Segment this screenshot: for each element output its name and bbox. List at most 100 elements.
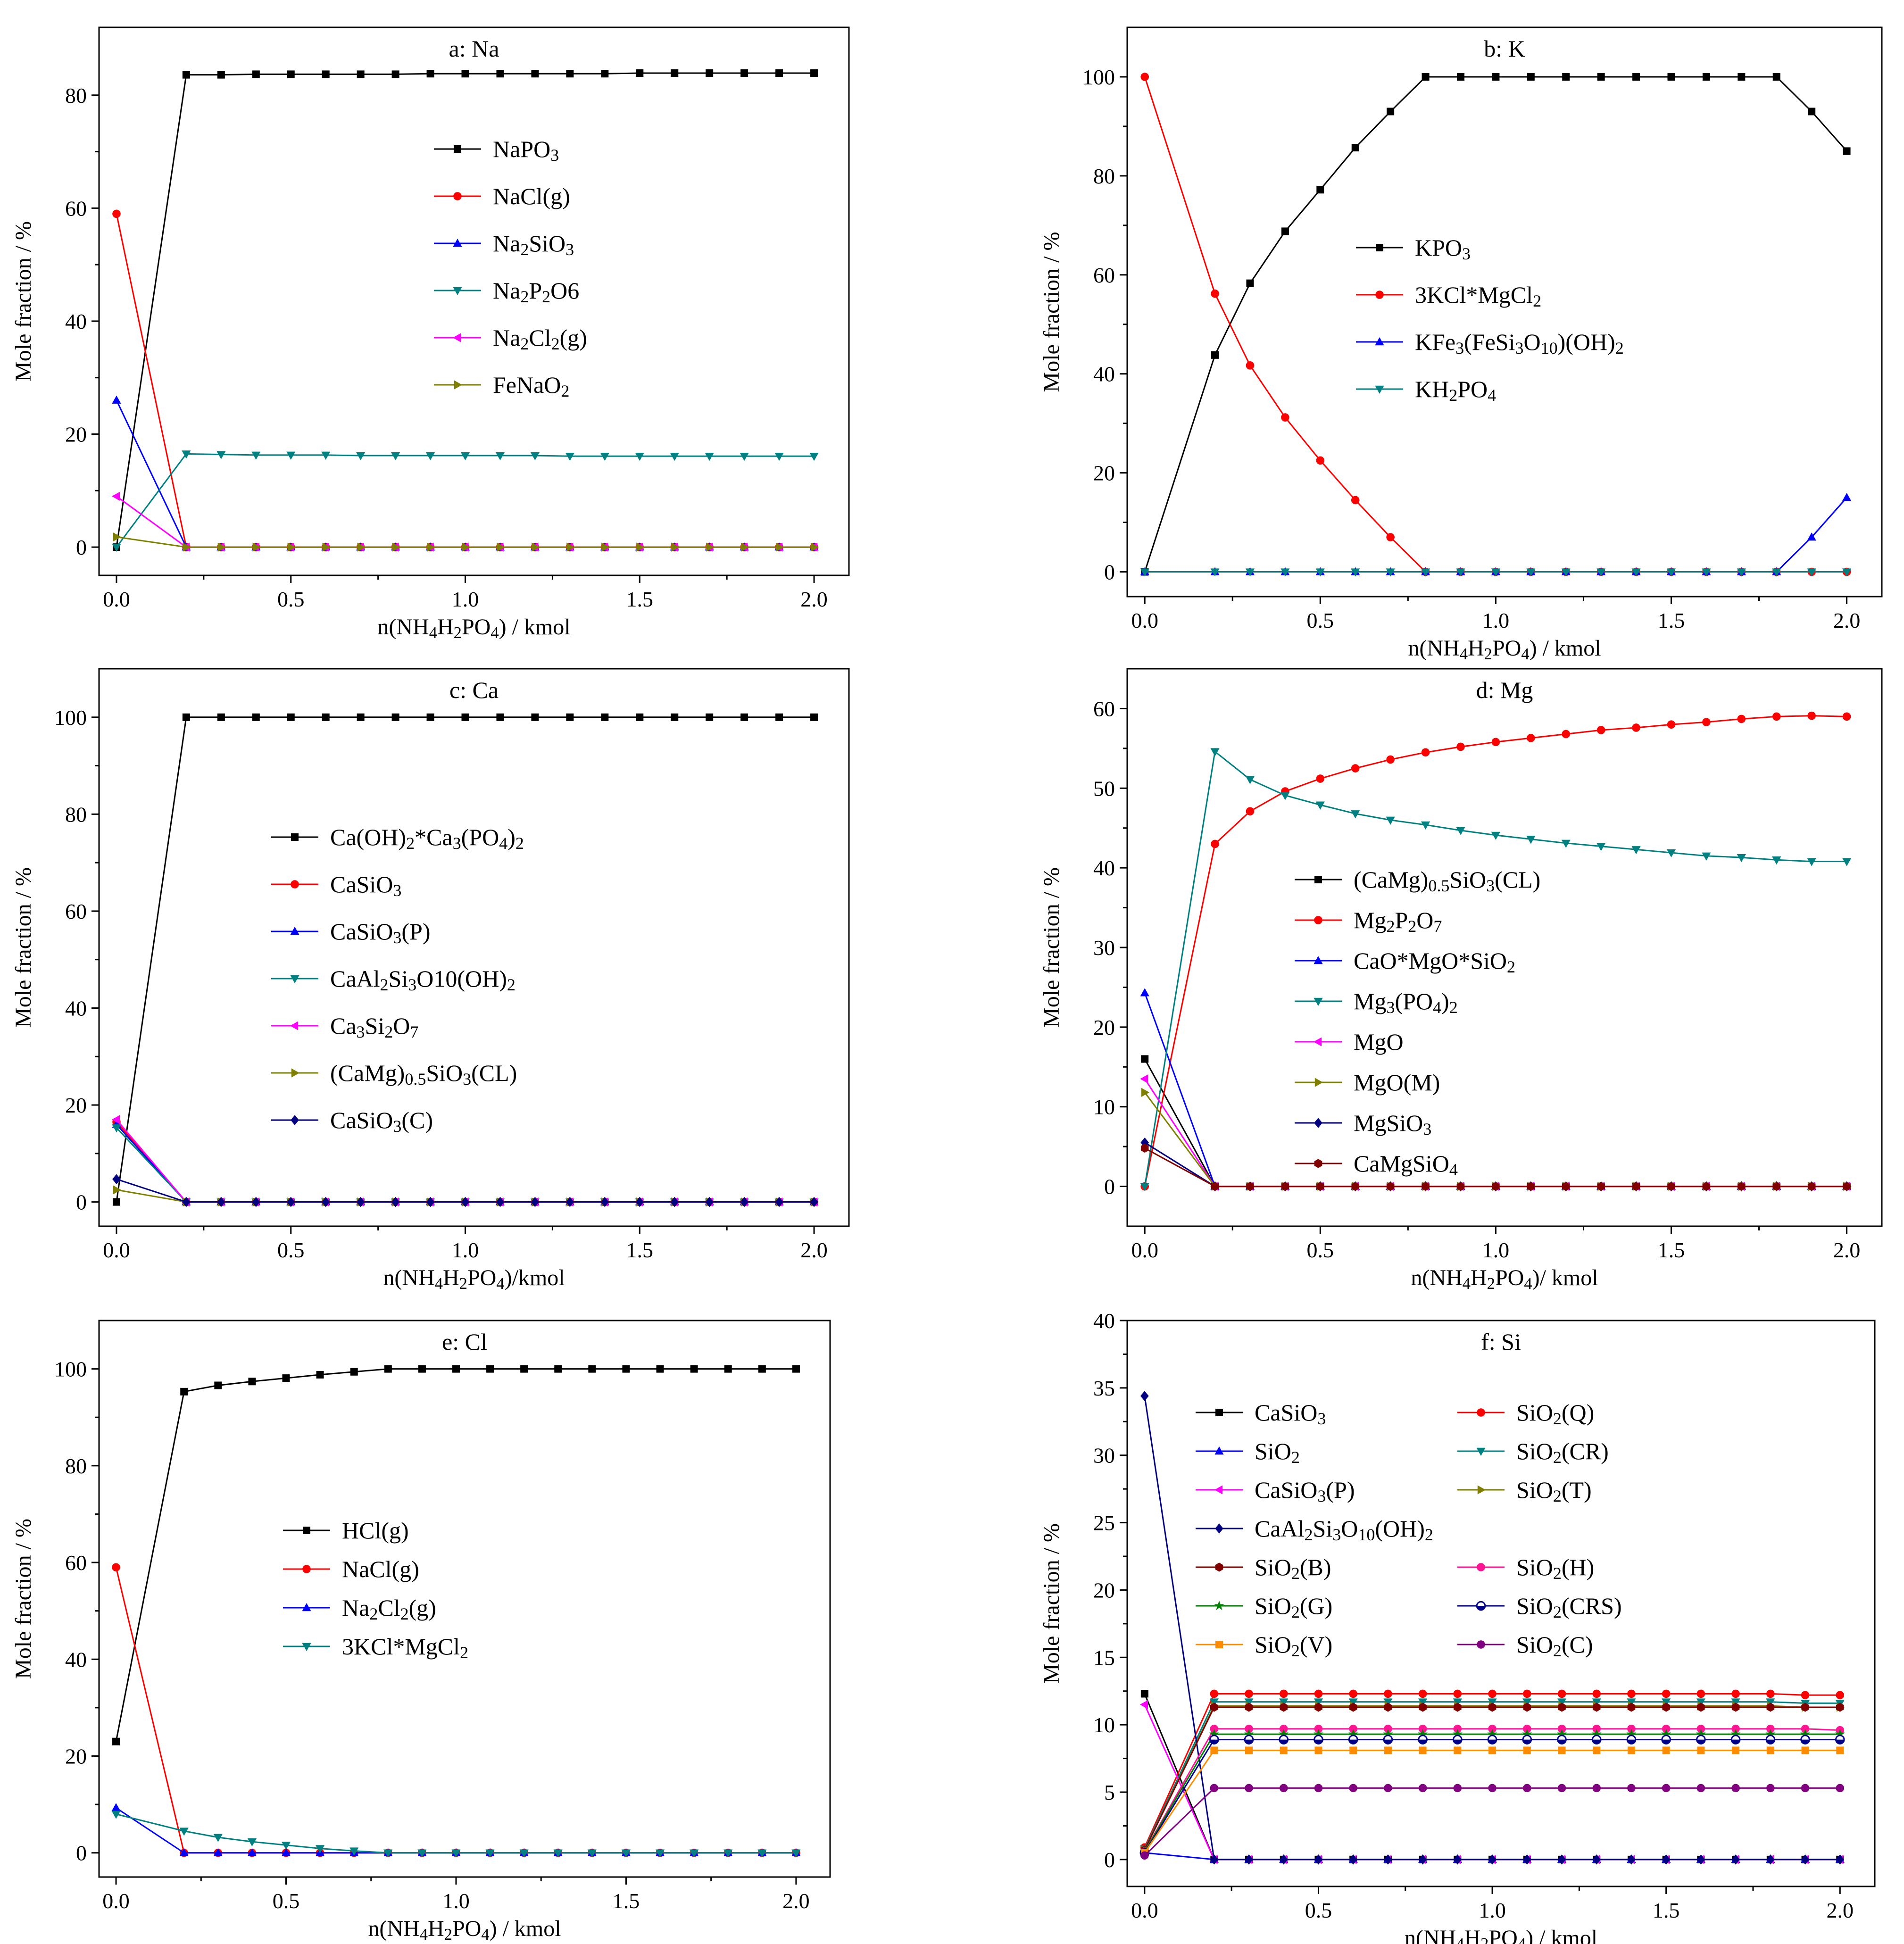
x-tick-label: 2.0	[1827, 1898, 1854, 1922]
data-point	[213, 1834, 223, 1842]
data-point	[1561, 839, 1571, 848]
data-point	[1627, 1703, 1636, 1712]
series-line	[1144, 1749, 1840, 1853]
data-point	[112, 1174, 121, 1185]
y-tick-label: 40	[65, 309, 87, 333]
data-point	[706, 713, 714, 721]
legend-marker	[291, 1068, 299, 1078]
data-point	[1140, 73, 1149, 81]
data-point	[1421, 821, 1430, 830]
y-tick-label: 40	[65, 996, 87, 1020]
data-point	[810, 1196, 818, 1207]
data-point	[1527, 734, 1535, 742]
y-tick-label: 60	[1093, 263, 1115, 287]
legend-marker	[291, 880, 299, 889]
data-point	[287, 542, 296, 552]
data-point	[1836, 1746, 1844, 1754]
data-point	[566, 713, 574, 721]
data-point	[1807, 568, 1816, 577]
legend-label: SiO2(G)	[1255, 1593, 1332, 1621]
data-point	[1836, 1784, 1845, 1793]
y-tick-label: 100	[54, 706, 87, 730]
data-point	[321, 1196, 330, 1207]
data-point	[1696, 1728, 1706, 1739]
data-point	[588, 1365, 596, 1373]
data-point	[775, 1196, 783, 1207]
legend-label: HCl(g)	[342, 1517, 409, 1544]
data-point	[705, 1196, 714, 1207]
legend-label: Na2P2O6	[493, 277, 579, 306]
series-KH2PO4	[1140, 568, 1852, 577]
y-tick-label: 20	[65, 1744, 87, 1768]
legend-label: NaPO3	[493, 136, 559, 165]
y-tick-label: 0	[76, 1841, 87, 1865]
data-point	[1662, 1689, 1671, 1698]
series-line	[116, 72, 815, 548]
legend-label: FeNaO2	[493, 372, 569, 400]
legend-label: SiO2(CRS)	[1516, 1593, 1622, 1621]
data-point	[1422, 1181, 1430, 1191]
data-point	[1801, 1854, 1810, 1865]
data-point	[1491, 831, 1500, 840]
legend-marker	[453, 287, 462, 295]
legend-label: CaMgSiO4	[1354, 1150, 1458, 1179]
data-point	[1453, 1784, 1462, 1793]
data-point	[1280, 792, 1290, 800]
data-point	[566, 70, 574, 78]
data-point	[1561, 568, 1571, 577]
legend: NaPO3 NaCl(g) Na2SiO3 Na2P2O6 Na2Cl2(g) FeNaO…	[434, 136, 587, 400]
series-CaO*MgO*SiO2	[1140, 988, 1852, 1190]
data-point	[1702, 852, 1711, 861]
data-point	[1842, 568, 1852, 577]
data-point	[1211, 1181, 1219, 1191]
data-point	[1245, 1746, 1253, 1754]
legend-label: CaSiO3	[330, 871, 401, 900]
data-point	[281, 1842, 291, 1850]
data-point	[495, 452, 505, 461]
data-point	[1627, 1689, 1636, 1698]
data-point	[461, 1196, 470, 1207]
data-point	[251, 1196, 260, 1207]
legend-label: CaSiO3(P)	[330, 918, 430, 947]
data-point	[1807, 711, 1816, 720]
data-point	[1348, 1698, 1358, 1707]
data-point	[451, 1849, 461, 1858]
data-point	[1667, 720, 1676, 729]
data-point	[1418, 1735, 1428, 1745]
legend: HCl(g) NaCl(g) Na2Cl2(g) 3KCl*MgCl2	[283, 1517, 468, 1662]
legend-marker	[1314, 956, 1323, 964]
legend-label: SiO2	[1255, 1438, 1300, 1467]
x-tick-label: 0.5	[277, 587, 305, 611]
series-line	[1144, 715, 1847, 1187]
data-point	[1522, 1854, 1531, 1865]
x-tick-label: 1.5	[626, 1238, 654, 1262]
data-point	[1211, 289, 1219, 298]
data-point	[1765, 1735, 1776, 1745]
legend-label: Mg2P2O7	[1354, 907, 1442, 936]
legend-label: MgO	[1354, 1029, 1404, 1055]
data-point	[496, 70, 504, 78]
x-tick-label: 0.0	[1131, 1238, 1158, 1262]
legend-marker	[453, 192, 462, 200]
series-CaSiO3(P)	[1139, 1700, 1844, 1864]
data-point	[112, 1737, 120, 1745]
series-line	[1144, 1693, 1840, 1861]
data-point	[1592, 1698, 1601, 1707]
series-SiO2(CR)	[1140, 1698, 1845, 1853]
data-point	[1696, 1735, 1706, 1745]
data-point	[1702, 568, 1711, 577]
data-point	[655, 1849, 665, 1858]
y-tick-label: 80	[1093, 164, 1115, 188]
data-point	[349, 1847, 359, 1856]
data-point	[1842, 858, 1852, 866]
chart-title: c: Ca	[449, 677, 499, 703]
series-3KCl*MgCl2	[111, 1811, 801, 1858]
legend-label: 3KCl*MgCl2	[1415, 282, 1541, 310]
data-point	[1210, 1703, 1218, 1712]
y-tick-label: 30	[1093, 936, 1115, 960]
y-tick-label: 0	[76, 1190, 87, 1214]
data-point	[1766, 1689, 1775, 1698]
data-point	[671, 713, 679, 721]
data-point	[1592, 1689, 1601, 1698]
y-axis-label: Mole fraction / %	[11, 1519, 36, 1679]
